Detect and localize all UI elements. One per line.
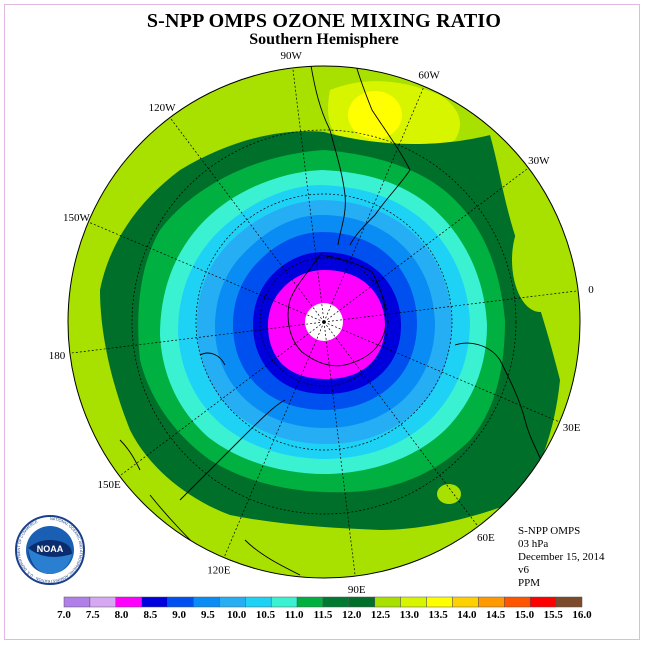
longitude-label: 90W bbox=[281, 50, 303, 62]
longitude-line bbox=[292, 67, 325, 323]
colorbar-swatch bbox=[270, 596, 298, 608]
colorbar-swatch bbox=[400, 596, 427, 608]
longitude-line bbox=[323, 86, 425, 323]
map-subtitle: Southern Hemisphere bbox=[249, 31, 399, 48]
longitude-label: 90E bbox=[348, 584, 366, 596]
longitude-label: 150W bbox=[63, 212, 91, 224]
colorbar-swatch bbox=[115, 596, 142, 608]
colorbar-tick-label: 15.0 bbox=[515, 609, 535, 621]
logo-text: NOAA bbox=[37, 544, 64, 554]
colorbar-tick-label: 7.5 bbox=[86, 609, 100, 621]
longitude-label: 60E bbox=[477, 532, 495, 544]
longitude-label: 0 bbox=[588, 284, 594, 296]
longitude-line bbox=[223, 321, 325, 558]
colorbar-tick-label: 8.5 bbox=[143, 609, 157, 621]
longitude-label: 30W bbox=[528, 155, 550, 167]
colorbar-tick-label: 9.0 bbox=[172, 609, 186, 621]
longitude-line bbox=[88, 221, 325, 323]
longitude-line bbox=[323, 321, 479, 527]
colorbar-swatch bbox=[426, 596, 453, 608]
colorbar-swatch bbox=[555, 596, 583, 608]
colorbar-tick-label: 13.0 bbox=[400, 609, 420, 621]
info-instrument: S-NPP OMPS bbox=[518, 525, 581, 537]
colorbar-swatch bbox=[529, 596, 557, 608]
longitude-line bbox=[119, 321, 325, 477]
colorbar-tick-label: 11.5 bbox=[314, 609, 333, 621]
colorbar-swatch bbox=[89, 596, 117, 608]
colorbar-swatch bbox=[322, 596, 350, 608]
colorbar-swatch bbox=[374, 596, 401, 608]
colorbar-tick-label: 14.5 bbox=[486, 609, 506, 621]
map-outline bbox=[67, 65, 581, 579]
map-title: S-NPP OMPS OZONE MIXING RATIO bbox=[146, 10, 502, 32]
longitude-line bbox=[323, 167, 529, 323]
colorbar-tick-label: 14.0 bbox=[457, 609, 477, 621]
colorbar-tick-label: 10.0 bbox=[227, 609, 247, 621]
colorbar-swatch bbox=[219, 596, 246, 608]
longitude-label: 60W bbox=[418, 69, 440, 81]
colorbar-swatch bbox=[296, 596, 324, 608]
map-frame bbox=[4, 4, 640, 640]
info-block: S-NPP OMPS 03 hPa December 15, 2014 v6 P… bbox=[518, 525, 604, 590]
colorbar-swatch bbox=[167, 596, 194, 608]
colorbar-tick-label: 12.0 bbox=[342, 609, 362, 621]
colorbar-tick-label: 10.5 bbox=[256, 609, 276, 621]
colorbar-tick-label: 7.0 bbox=[57, 609, 71, 621]
colorbar-tick-label: 15.5 bbox=[544, 609, 564, 621]
longitude-label: 120W bbox=[149, 102, 177, 114]
info-date: December 15, 2014 bbox=[518, 551, 605, 563]
info-version: v6 bbox=[518, 564, 529, 576]
band-12-5-patch-east bbox=[512, 208, 568, 312]
colorbar-tick-label: 8.0 bbox=[115, 609, 129, 621]
colorbar-tick-label: 13.5 bbox=[428, 609, 448, 621]
latitude-grid bbox=[131, 129, 517, 515]
longitude-label: 180 bbox=[49, 350, 66, 362]
longitude-line bbox=[323, 321, 356, 577]
ozone-field bbox=[68, 66, 580, 578]
colorbar-swatch bbox=[452, 596, 479, 608]
colorbar-tick-label: 9.5 bbox=[201, 609, 215, 621]
colorbar-swatch bbox=[141, 596, 168, 608]
longitude-line bbox=[69, 321, 325, 354]
colorbar-tick-label: 12.5 bbox=[371, 609, 391, 621]
colorbar: 7.0 7.5 8.0 8.5 9.0 9.5 10.0 10.5 11.0 11.5 12.0 12… bbox=[57, 596, 592, 621]
longitude-label: 30E bbox=[563, 422, 581, 434]
longitude-label: 120E bbox=[207, 565, 231, 577]
colorbar-tick-label: 11.0 bbox=[285, 609, 304, 621]
longitude-line bbox=[169, 117, 325, 323]
colorbar-swatch bbox=[193, 596, 220, 608]
longitude-labels: 90W 60W 30W 0 30E 60E 90E 120E 150E 180 150W 120W bbox=[49, 50, 594, 596]
colorbar-swatch bbox=[478, 596, 505, 608]
colorbar-swatch bbox=[348, 596, 376, 608]
colorbar-swatch bbox=[504, 596, 531, 608]
colorbar-swatch bbox=[63, 596, 91, 608]
colorbar-tick-label: 16.0 bbox=[572, 609, 592, 621]
longitude-line bbox=[323, 290, 579, 323]
noaa-logo: NOAA NATIONAL OCEANIC AND ATMOSPHERIC AD… bbox=[14, 514, 86, 591]
info-units: PPM bbox=[518, 577, 541, 589]
longitude-label: 150E bbox=[98, 479, 122, 491]
colorbar-swatch bbox=[245, 596, 272, 608]
info-level: 03 hPa bbox=[518, 538, 549, 550]
band-12-5-patch-se bbox=[437, 484, 461, 504]
